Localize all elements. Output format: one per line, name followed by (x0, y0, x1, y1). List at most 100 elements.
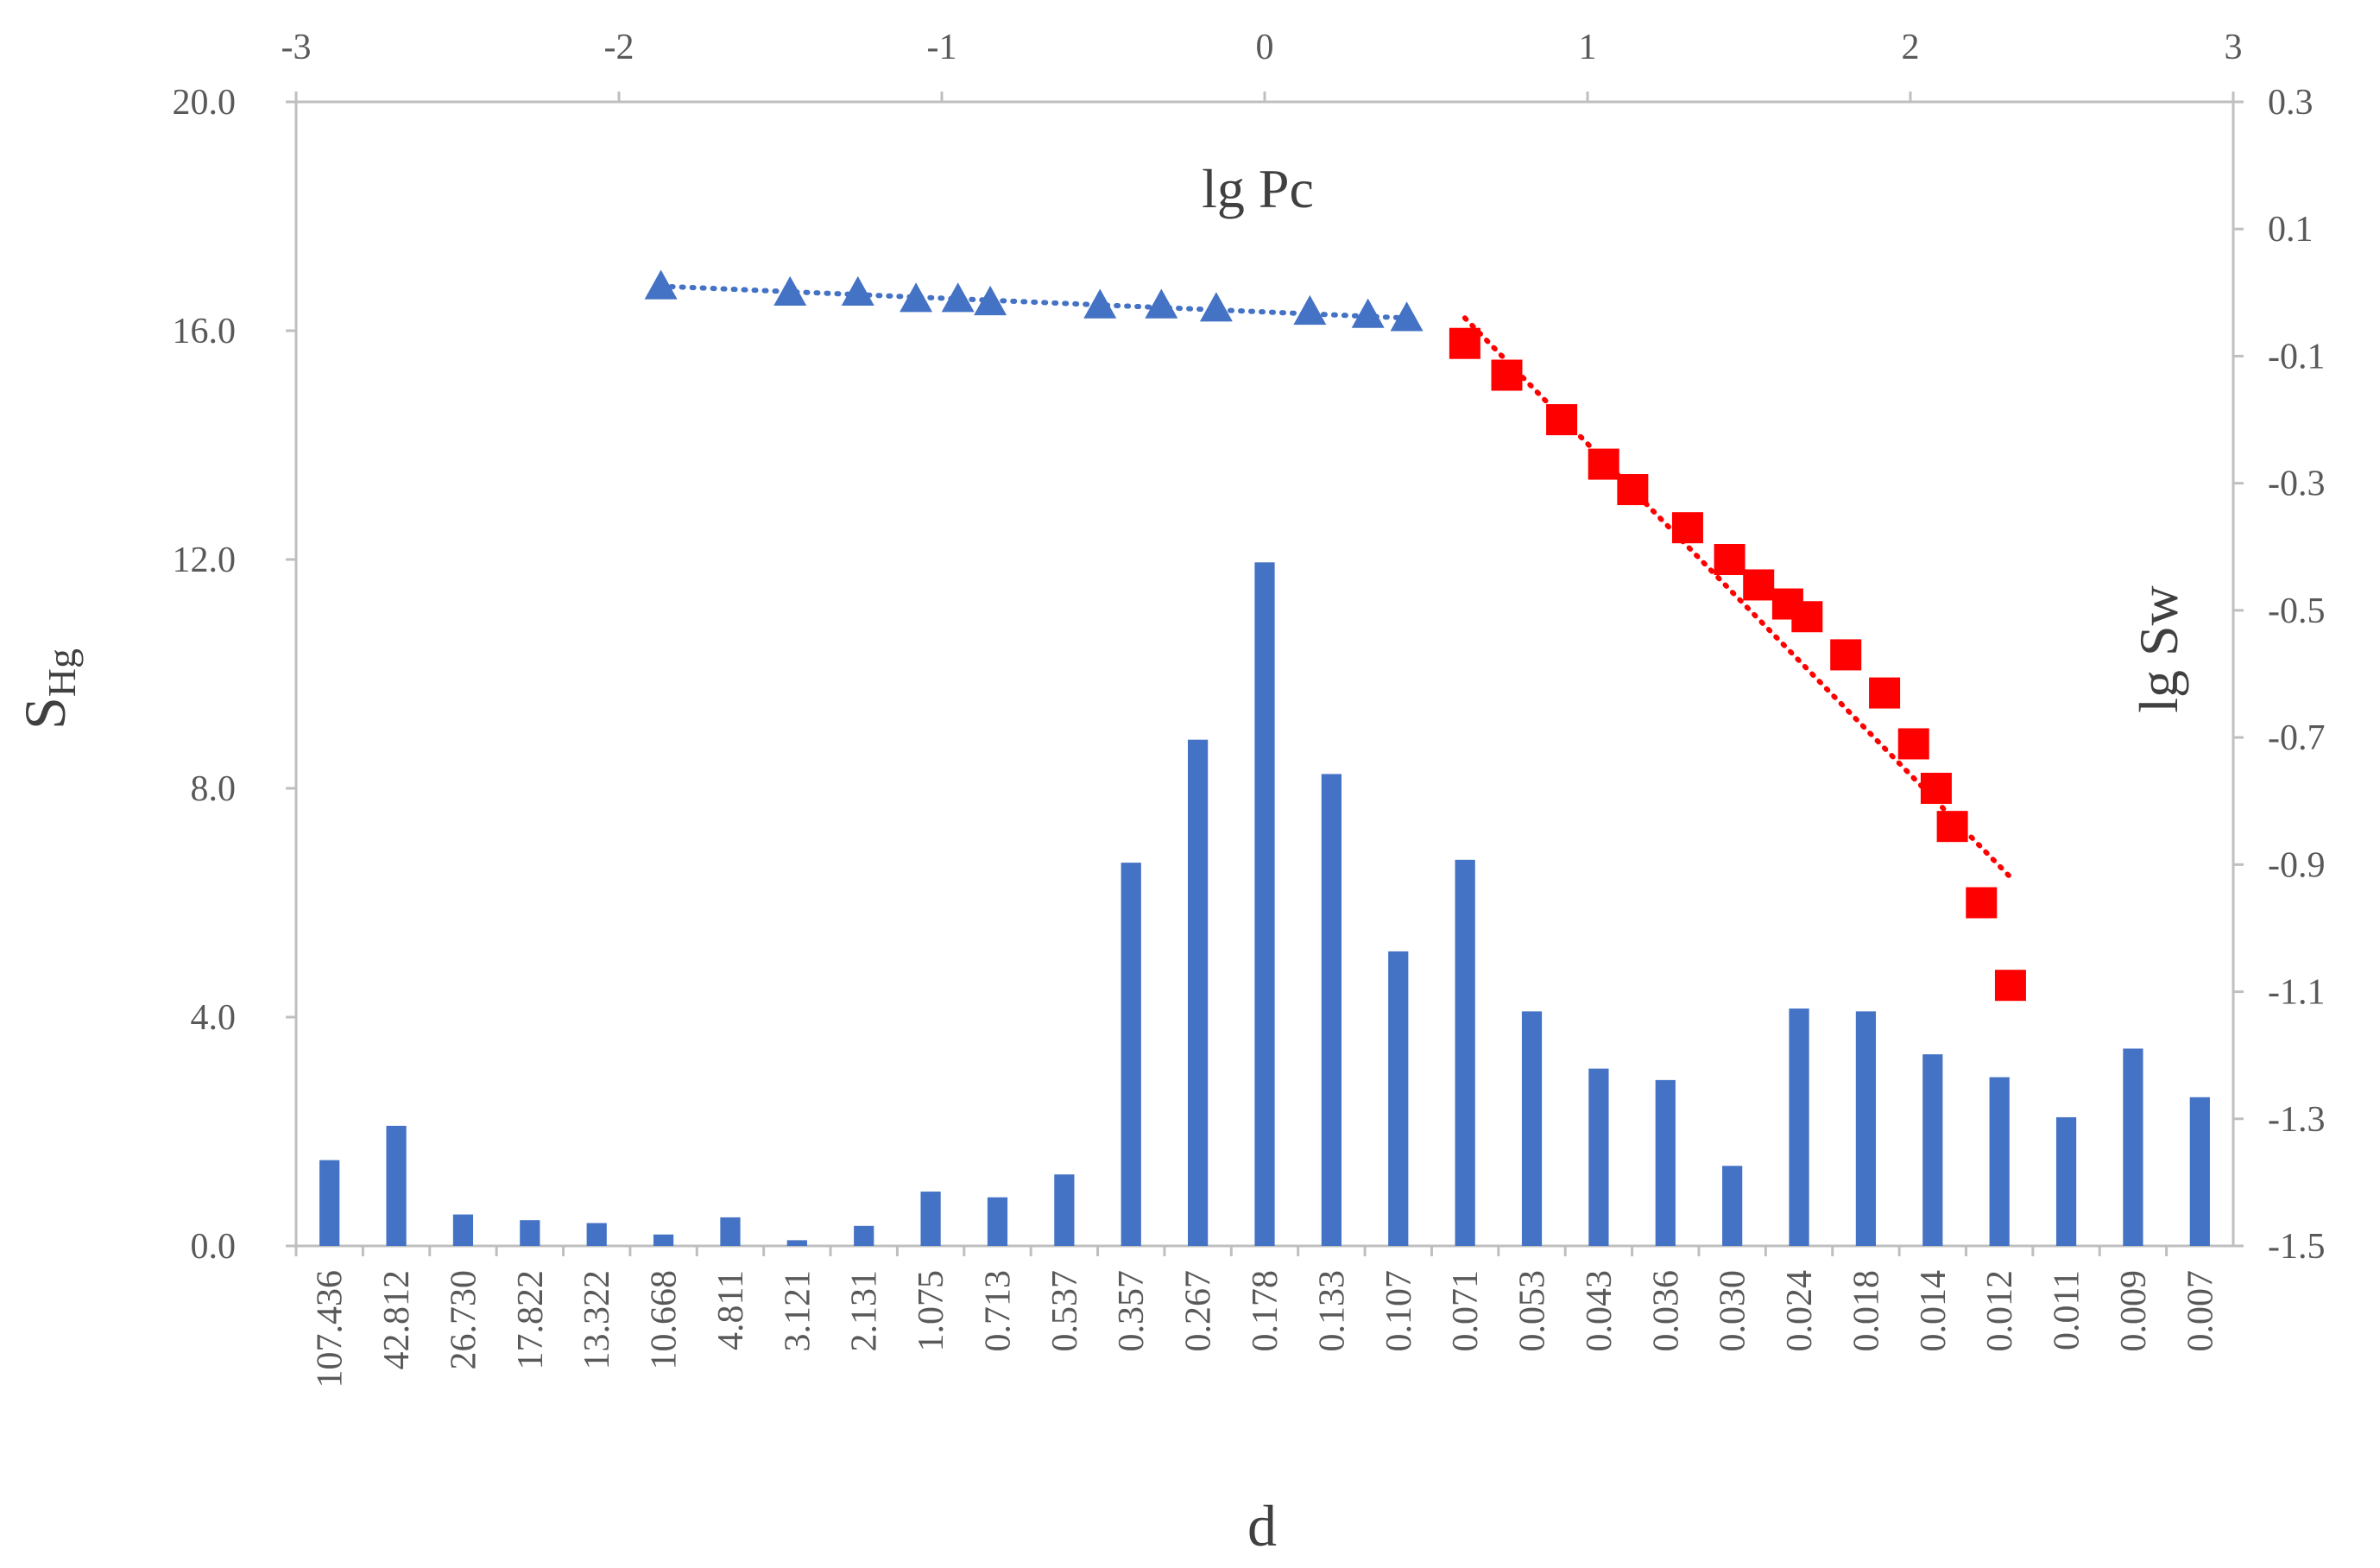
bar (1922, 1054, 1943, 1246)
right-tick-label: -0.9 (2268, 845, 2326, 885)
y-axis-title: SHg (12, 648, 84, 730)
square-point (1994, 970, 2026, 1002)
square-point (1920, 773, 1952, 804)
bar (653, 1234, 674, 1246)
bar (1321, 774, 1342, 1246)
bottom-tick-label: 0.107 (1379, 1270, 1419, 1352)
bottom-tick-label: 0.053 (1513, 1270, 1553, 1352)
bar (386, 1125, 407, 1246)
square-point (1449, 327, 1480, 359)
triangle-point (1145, 288, 1178, 319)
bottom-tick-label: 42.812 (377, 1270, 417, 1370)
right-tick-label: 0.3 (2268, 83, 2314, 123)
right-tick-label: -0.5 (2268, 591, 2326, 631)
triangle-point (941, 282, 975, 313)
bottom-tick-label: 0.357 (1112, 1270, 1152, 1352)
square-point (1491, 359, 1523, 391)
bottom-tick-label: 2.131 (845, 1270, 885, 1352)
bar (720, 1217, 741, 1246)
svg-text:SHg: SHg (12, 648, 84, 730)
top-tick-label: 1 (1579, 28, 1597, 67)
top-tick-label: -2 (604, 28, 634, 67)
bar (2055, 1116, 2077, 1246)
bottom-tick-label: 0.043 (1580, 1270, 1619, 1352)
bar (987, 1197, 1008, 1246)
bottom-tick-label: 0.011 (2048, 1270, 2087, 1350)
bar (1655, 1079, 1676, 1246)
bottom-tick-label: 0.036 (1646, 1270, 1686, 1352)
square-point (1714, 544, 1746, 575)
left-tick-label: 16.0 (173, 312, 237, 351)
bottom-tick-label: 107.436 (311, 1270, 350, 1388)
right-tick-label: -1.1 (2268, 973, 2326, 1013)
bar (920, 1192, 941, 1246)
right-tick-label: -1.5 (2268, 1227, 2326, 1267)
bar (854, 1225, 874, 1246)
bar (1388, 951, 1409, 1246)
triangle-point (1083, 288, 1117, 319)
bottom-axis-ticks: 107.436 42.812 26.730 17.822 13.322 10.668 4.8… (294, 1246, 2220, 1388)
bar (319, 1160, 340, 1246)
bottom-tick-label: 0.071 (1446, 1270, 1486, 1352)
bottom-tick-label: 0.178 (1246, 1270, 1285, 1352)
bar (1254, 562, 1275, 1246)
bottom-tick-label: 0.024 (1780, 1270, 1820, 1352)
bar (1789, 1008, 1809, 1246)
triangle-point (1351, 298, 1385, 328)
bottom-tick-label: 0.012 (1980, 1270, 2020, 1352)
bottom-tick-label: 0.018 (1847, 1270, 1886, 1352)
square-point (1671, 512, 1703, 544)
square-point (1966, 887, 1998, 919)
bottom-tick-label: 0.009 (2114, 1270, 2154, 1352)
square-trend (1461, 315, 2013, 881)
triangle-point (1199, 292, 1233, 322)
bottom-tick-label: 0.133 (1312, 1270, 1352, 1352)
svg-text:lg Sw: lg Sw (2128, 585, 2189, 713)
square-point (1588, 448, 1619, 480)
bar (1521, 1011, 1543, 1246)
left-tick-label: 0.0 (191, 1227, 237, 1267)
marker-series (644, 269, 2026, 1002)
bar (1188, 739, 1209, 1246)
square-point (1743, 569, 1775, 601)
left-tick-label: 8.0 (191, 769, 237, 809)
bottom-tick-label: 10.668 (645, 1270, 685, 1370)
triangle-point (841, 275, 874, 307)
triangle-point (1390, 301, 1424, 332)
top-tick-label: -3 (281, 28, 312, 67)
bar (2123, 1048, 2143, 1246)
bottom-tick-label: 0.713 (978, 1270, 1018, 1352)
bar (786, 1240, 807, 1246)
right-axis-ticks: -1.5 -1.3 -1.1 -0.9 -0.7 -0.5 -0.3 -0.1 0.1 0.3 (2233, 83, 2326, 1267)
bottom-tick-label: 17.822 (511, 1270, 551, 1370)
triangle-point (773, 275, 807, 307)
square-point (1897, 728, 1929, 760)
bottom-tick-label: 0.030 (1714, 1270, 1753, 1352)
square-point (1830, 639, 1862, 671)
top-axis-ticks: -3 -2 -1 0 1 2 3 (281, 28, 2243, 102)
bar (1855, 1011, 1877, 1246)
square-point (1546, 404, 1578, 436)
bottom-tick-label: 0.267 (1179, 1270, 1219, 1352)
y-axis-title-subscript: Hg (40, 648, 84, 697)
bar (2189, 1097, 2210, 1246)
bottom-tick-label: 0.537 (1045, 1270, 1085, 1352)
triangle-point (1293, 294, 1327, 326)
x-axis-title: d (1247, 1493, 1277, 1559)
bar (1121, 863, 1141, 1246)
bottom-tick-label: 4.811 (711, 1270, 751, 1350)
bottom-tick-label: 26.730 (444, 1270, 483, 1370)
right-tick-label: -0.3 (2268, 465, 2326, 504)
right-tick-label: -0.7 (2268, 718, 2326, 758)
top-tick-label: -1 (927, 28, 957, 67)
bottom-tick-label: 0.014 (1914, 1270, 1954, 1352)
triangle-point (974, 285, 1007, 316)
top-tick-label: 3 (2225, 28, 2243, 67)
bar (1989, 1077, 2010, 1246)
left-tick-label: 12.0 (173, 541, 237, 580)
bar (520, 1220, 540, 1246)
right-tick-label: -0.1 (2268, 337, 2326, 376)
left-axis-ticks: 0.0 4.0 8.0 12.0 16.0 20.0 (173, 83, 296, 1267)
bottom-tick-label: 0.007 (2181, 1270, 2220, 1352)
